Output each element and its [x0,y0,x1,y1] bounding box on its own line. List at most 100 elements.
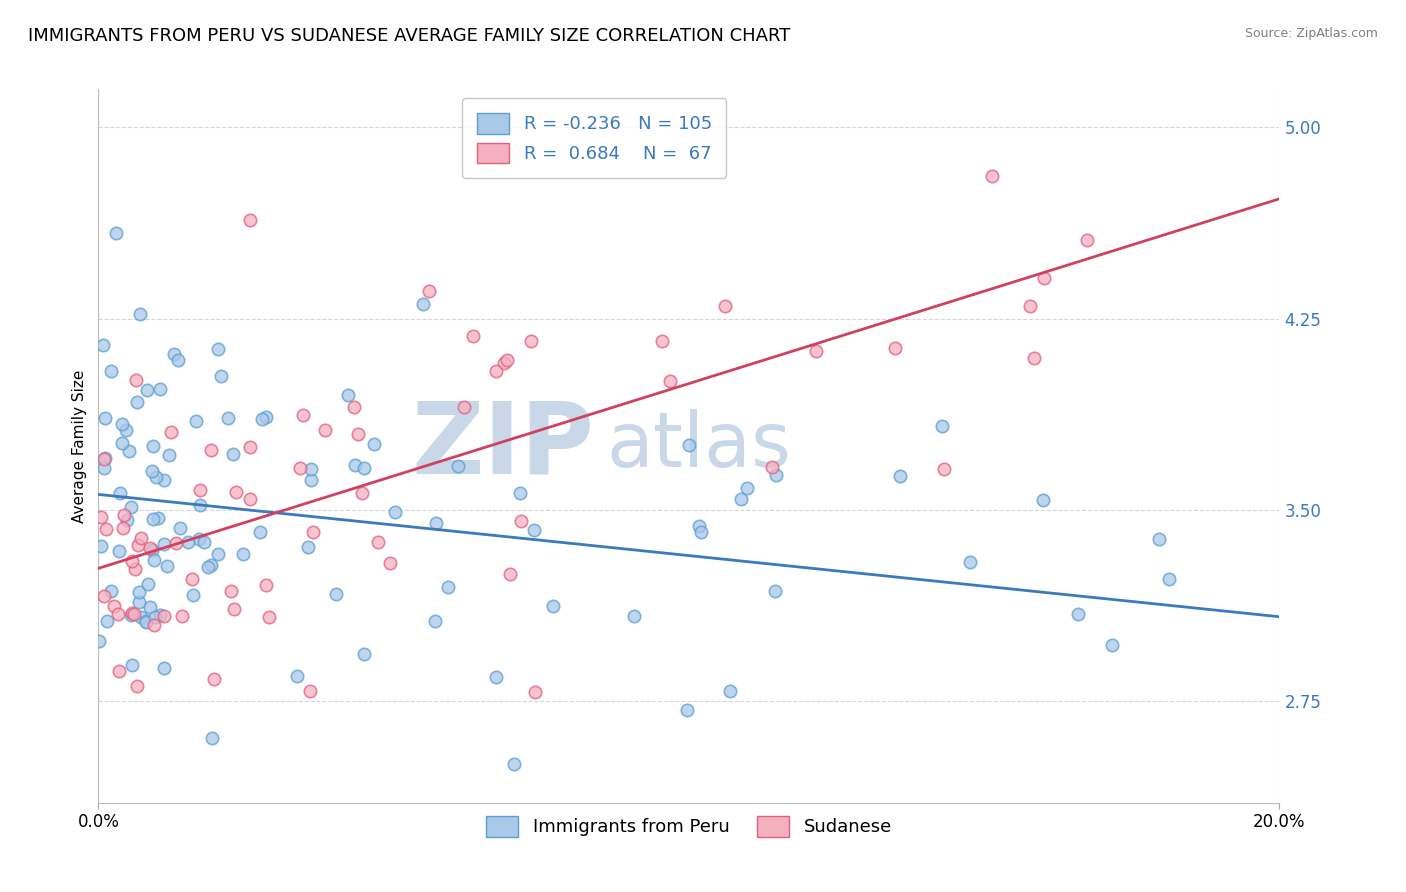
Point [94,411,117,425]
Point [143,618,166,632]
Point [239,212,262,227]
Point [180,572,202,586]
Point [193,535,215,549]
Text: atlas: atlas [606,409,792,483]
Point [461,328,484,343]
Point [520,334,543,349]
Point [111,435,134,450]
Point [169,521,191,535]
Point [120,607,142,622]
Text: Source: ZipAtlas.com: Source: ZipAtlas.com [1244,27,1378,40]
Point [344,458,367,473]
Point [163,347,186,361]
Point [718,684,741,698]
Point [222,602,245,616]
Point [153,609,176,624]
Point [690,524,713,539]
Point [135,615,157,629]
Point [239,491,262,506]
Point [980,169,1002,183]
Point [259,610,281,624]
Point [117,444,139,458]
Point [713,300,735,314]
Point [103,599,125,614]
Point [94,522,117,536]
Point [1101,638,1123,652]
Point [730,492,752,507]
Point [93,452,115,467]
Point [502,757,524,772]
Point [93,461,115,475]
Point [153,661,176,675]
Point [1157,572,1180,586]
Point [100,583,122,598]
Point [688,519,710,533]
Point [678,438,700,452]
Point [128,594,150,608]
Point [453,400,475,414]
Point [145,470,167,484]
Point [763,584,786,599]
Point [160,425,183,440]
Point [115,513,138,527]
Point [170,609,193,624]
Point [136,383,159,397]
Point [254,409,277,424]
Point [121,658,143,673]
Point [337,388,360,402]
Point [217,411,239,425]
Point [412,297,434,311]
Point [209,368,232,383]
Point [350,486,373,500]
Point [188,483,211,498]
Point [1024,351,1046,366]
Point [425,614,447,628]
Point [121,554,143,568]
Point [221,446,243,460]
Point [363,436,385,450]
Point [485,364,508,378]
Point [347,427,370,442]
Point [96,614,118,628]
Point [254,577,277,591]
Point [136,577,159,591]
Point [623,609,645,624]
Point [934,462,956,476]
Point [200,558,222,573]
Point [299,684,322,698]
Point [225,484,247,499]
Point [149,607,172,622]
Text: ZIP: ZIP [412,398,595,494]
Point [735,481,758,495]
Point [127,537,149,551]
Point [297,541,319,555]
Point [143,552,166,566]
Point [125,395,148,409]
Point [202,672,225,686]
Point [153,536,176,550]
Y-axis label: Average Family Size: Average Family Size [72,369,87,523]
Point [509,514,531,528]
Point [139,541,162,556]
Point [447,459,470,474]
Point [141,543,163,558]
Point [115,423,138,437]
Point [125,373,148,387]
Point [1076,234,1098,248]
Point [325,587,347,601]
Point [804,343,827,358]
Point [499,566,522,581]
Point [1149,532,1171,546]
Point [100,364,122,378]
Point [353,461,375,475]
Point [1032,493,1054,508]
Point [659,374,682,388]
Point [128,584,150,599]
Point [523,685,546,699]
Point [219,584,242,599]
Point [156,559,179,574]
Point [761,460,783,475]
Point [378,556,401,570]
Point [1067,607,1090,621]
Point [425,516,447,531]
